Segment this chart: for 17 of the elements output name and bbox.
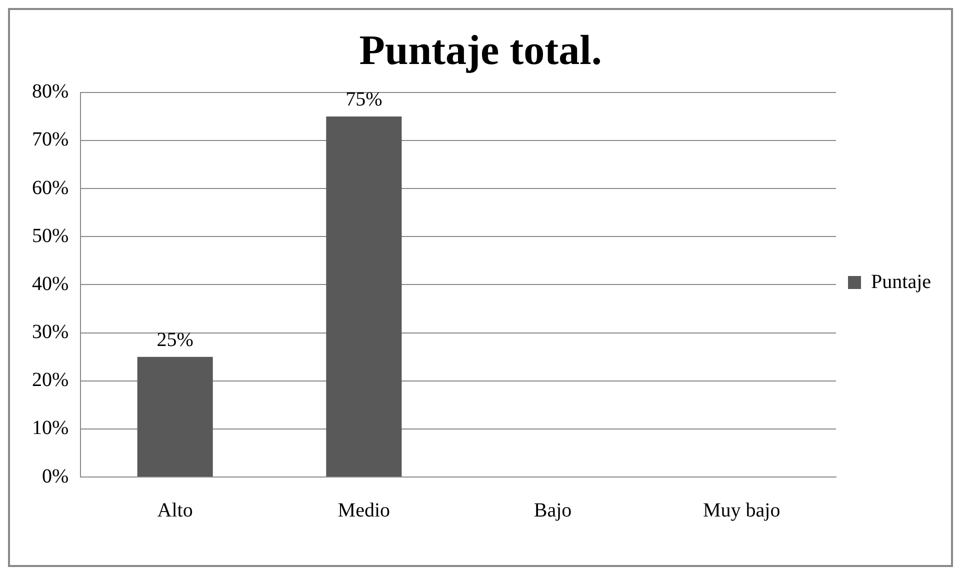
y-tick-label: 70% [32, 128, 69, 151]
data-label: 25% [156, 329, 194, 352]
y-tick-label: 40% [32, 272, 69, 295]
legend-label: Puntaje [871, 270, 932, 293]
y-tick-label: 0% [42, 465, 69, 488]
y-tick-label: 30% [32, 321, 69, 344]
y-tick-label: 60% [32, 176, 69, 199]
y-tick-label: 20% [32, 369, 69, 392]
y-tick-label: 80% [32, 80, 69, 103]
y-tick-label: 10% [32, 417, 69, 440]
x-tick-label: Muy bajo [702, 499, 780, 522]
x-tick-label: Medio [338, 499, 390, 522]
chart-title: Puntaje total. [359, 28, 602, 74]
x-tick-label: Bajo [534, 499, 572, 522]
x-tick-label: Alto [157, 499, 193, 522]
y-tick-label: 50% [32, 224, 69, 247]
data-label: 75% [346, 88, 382, 111]
